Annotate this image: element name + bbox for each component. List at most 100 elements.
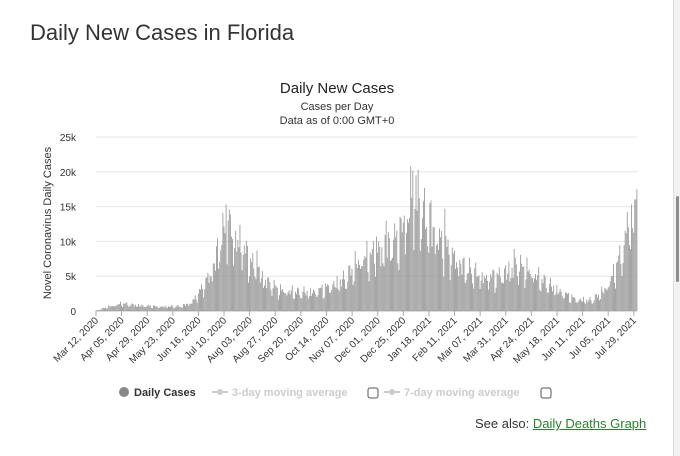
bar-daily-cases xyxy=(330,292,332,311)
bar-daily-cases xyxy=(340,286,342,311)
bar-daily-cases xyxy=(580,300,582,311)
bar-daily-cases xyxy=(271,295,273,311)
bar-daily-cases xyxy=(227,220,229,311)
bar-daily-cases xyxy=(538,267,540,311)
bar-daily-cases xyxy=(599,300,600,311)
checkbox-3-day-average[interactable] xyxy=(367,387,379,399)
bar-daily-cases xyxy=(360,268,361,311)
bar-daily-cases xyxy=(203,297,205,311)
bar-daily-cases xyxy=(615,288,616,311)
bar-daily-cases xyxy=(254,276,256,311)
bar-daily-cases xyxy=(633,232,635,311)
bar-daily-cases xyxy=(244,253,246,311)
bar-daily-cases xyxy=(460,263,462,311)
checkbox-7-day-average[interactable] xyxy=(540,387,552,399)
bar-daily-cases xyxy=(560,291,562,311)
bar-daily-cases xyxy=(200,289,201,311)
bar-daily-cases xyxy=(323,297,325,311)
bar-daily-cases xyxy=(499,276,501,311)
bar-daily-cases xyxy=(305,295,307,311)
bar-daily-cases xyxy=(545,287,547,311)
bar-daily-cases xyxy=(173,308,175,311)
page-title: Daily New Cases in Florida xyxy=(30,20,295,45)
bar-daily-cases xyxy=(478,275,480,311)
bar-daily-cases xyxy=(364,256,366,311)
bar-daily-cases xyxy=(606,290,608,311)
legend-item-3-day-average[interactable]: 3-day moving average xyxy=(212,387,348,399)
bar-daily-cases xyxy=(418,198,420,311)
bar-daily-cases xyxy=(487,280,488,311)
bar-daily-cases xyxy=(327,284,328,311)
bar-daily-cases xyxy=(583,297,584,311)
bar-daily-cases xyxy=(624,230,626,311)
bar-daily-cases xyxy=(133,306,135,311)
bar-daily-cases xyxy=(451,247,453,311)
bar-daily-cases xyxy=(562,298,564,311)
bar-daily-cases xyxy=(337,289,339,311)
bar-daily-cases xyxy=(274,285,276,311)
bar-daily-cases xyxy=(228,209,230,311)
bar-daily-cases xyxy=(430,200,432,311)
bar-daily-cases xyxy=(270,289,272,311)
bar-daily-cases xyxy=(320,287,322,311)
bar-daily-cases xyxy=(535,274,536,311)
bar-daily-cases xyxy=(523,266,525,311)
legend-item-daily-cases[interactable]: Daily Cases xyxy=(119,387,196,399)
daily-deaths-graph-link[interactable]: Daily Deaths Graph xyxy=(532,416,647,431)
bar-daily-cases xyxy=(346,288,348,311)
bar-daily-cases xyxy=(232,239,233,311)
y-tick-label: 10k xyxy=(60,237,77,248)
bar-daily-cases xyxy=(436,243,438,311)
bar-daily-cases xyxy=(125,303,127,311)
bar-daily-cases xyxy=(334,286,336,311)
bar-daily-cases xyxy=(413,250,415,311)
y-tick-label: 20k xyxy=(60,168,77,179)
bar-daily-cases xyxy=(351,268,353,311)
bar-daily-cases xyxy=(404,254,406,311)
bar-daily-cases xyxy=(314,291,316,311)
bar-daily-cases xyxy=(577,301,579,311)
bar-daily-cases xyxy=(543,274,545,311)
bar-daily-cases xyxy=(196,302,198,311)
bar-daily-cases xyxy=(266,288,268,311)
bar-daily-cases xyxy=(585,303,587,311)
bar-daily-cases xyxy=(489,281,491,311)
bar-daily-cases xyxy=(584,302,586,311)
bar-daily-cases xyxy=(192,299,194,311)
bar-daily-cases xyxy=(240,252,242,311)
bar-daily-cases xyxy=(372,240,374,311)
bar-daily-cases xyxy=(316,296,318,311)
legend: Daily Cases 3-day moving average 7-day m… xyxy=(119,387,552,399)
scrollbar-thumb[interactable] xyxy=(676,196,679,282)
bar-daily-cases xyxy=(367,272,369,311)
bar-daily-cases xyxy=(263,287,264,311)
bar-daily-cases xyxy=(463,257,465,311)
bar-daily-cases xyxy=(124,304,126,311)
bar-daily-cases xyxy=(455,268,456,311)
bar-daily-cases xyxy=(146,305,148,311)
bar-daily-cases xyxy=(212,263,214,311)
bar-daily-cases xyxy=(177,305,179,311)
bar-daily-cases xyxy=(268,277,270,311)
bar-daily-cases xyxy=(152,308,153,311)
bar-daily-cases xyxy=(96,310,98,311)
bar-daily-cases xyxy=(308,296,310,311)
legend-item-7-day-average[interactable]: 7-day moving average xyxy=(384,387,520,399)
bar-daily-cases xyxy=(139,306,141,311)
bar-daily-cases xyxy=(118,304,120,311)
bar-daily-cases xyxy=(525,279,527,311)
bar-daily-cases xyxy=(462,258,464,311)
bar-daily-cases xyxy=(172,306,174,311)
bar-daily-cases xyxy=(514,257,516,311)
bar-daily-cases xyxy=(344,279,345,311)
bar-daily-cases xyxy=(385,220,387,311)
bar-daily-cases xyxy=(456,262,457,311)
bar-daily-cases xyxy=(511,267,513,311)
bar-daily-cases xyxy=(180,307,182,311)
bar-daily-cases xyxy=(466,273,468,311)
bar-daily-cases xyxy=(306,290,308,311)
scrollbar-track[interactable] xyxy=(673,0,680,456)
bar-daily-cases xyxy=(176,305,178,311)
bar-daily-cases xyxy=(612,263,614,311)
bar-daily-cases xyxy=(527,271,529,311)
